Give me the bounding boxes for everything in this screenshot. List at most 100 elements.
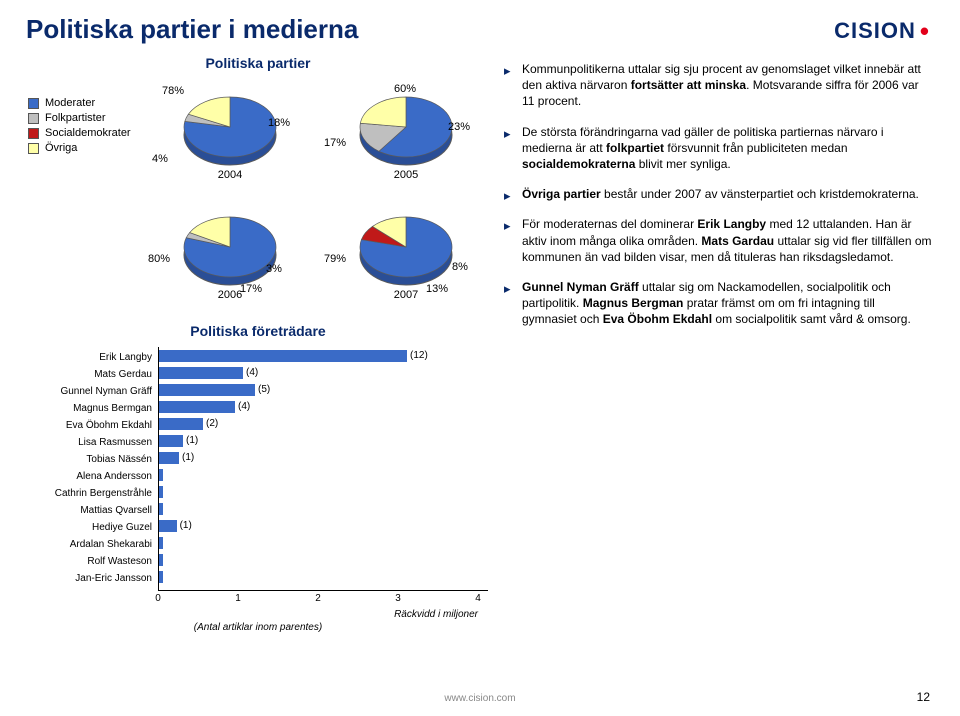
bar-row: (12) bbox=[159, 347, 488, 364]
legend-label: Folkpartister bbox=[45, 112, 106, 124]
bar-name-label: Lisa Rasmussen bbox=[28, 434, 152, 451]
bar-count-label: (1) bbox=[180, 520, 192, 531]
bar-row: (4) bbox=[159, 364, 488, 381]
bar-row: (2) bbox=[159, 415, 488, 432]
page-number: 12 bbox=[917, 690, 930, 704]
legend-label: Moderater bbox=[45, 97, 95, 109]
bar-name-axis: Erik LangbyMats GerdauGunnel Nyman Gräff… bbox=[28, 347, 152, 591]
bar-count-label: (1) bbox=[182, 452, 194, 463]
bullet-text-segment: Magnus Bergman bbox=[583, 296, 684, 310]
bar bbox=[159, 367, 243, 379]
bar-row: (5) bbox=[159, 381, 488, 398]
bar-count-label: (4) bbox=[238, 401, 250, 412]
pie-slice-label: 17% bbox=[324, 137, 346, 149]
bar-name-label: Magnus Bermgan bbox=[28, 400, 152, 417]
bullet-text-segment: om socialpolitik samt vård & omsorg. bbox=[712, 312, 911, 326]
bullet-text-segment: folkpartiet bbox=[606, 141, 664, 155]
bar-count-label: (1) bbox=[186, 435, 198, 446]
bar-row bbox=[159, 551, 488, 568]
bar bbox=[159, 418, 203, 430]
bar bbox=[159, 384, 255, 396]
xaxis-tick: 3 bbox=[395, 593, 401, 604]
pie-year-label: 2004 bbox=[148, 169, 312, 181]
pie-cell: 80%3%17%2006 bbox=[148, 197, 312, 315]
pie-year-label: 2006 bbox=[148, 289, 312, 301]
pies-section-title: Politiska partier bbox=[28, 55, 488, 71]
pie-slice-label: 17% bbox=[240, 283, 262, 295]
brand-logo: CISION • bbox=[834, 18, 930, 44]
xaxis-tick: 1 bbox=[235, 593, 241, 604]
pie-slice-label: 60% bbox=[394, 83, 416, 95]
bullet-text-segment: För moderaternas del dominerar bbox=[522, 217, 697, 231]
bar-count-label: (12) bbox=[410, 350, 428, 361]
bar-name-label: Mats Gerdau bbox=[28, 366, 152, 383]
bar-row: (1) bbox=[159, 432, 488, 449]
xaxis-tick: 0 bbox=[155, 593, 161, 604]
bar bbox=[159, 554, 163, 566]
pie-slice-label: 78% bbox=[162, 85, 184, 97]
bar-name-label: Mattias Qvarsell bbox=[28, 502, 152, 519]
bar-row bbox=[159, 483, 488, 500]
bar-row: (1) bbox=[159, 449, 488, 466]
bullet-text-segment: försvunnit från publiciteten medan bbox=[664, 141, 847, 155]
bullet-text-segment: socialdemokraterna bbox=[522, 157, 635, 171]
footer-url: www.cision.com bbox=[0, 693, 960, 704]
pie-chart bbox=[155, 197, 305, 291]
bullet-item: För moderaternas del dominerar Erik Lang… bbox=[504, 216, 932, 265]
bar bbox=[159, 520, 177, 532]
legend-swatch bbox=[28, 143, 39, 154]
pie-slice-label: 18% bbox=[268, 117, 290, 129]
bar-name-label: Cathrin Bergenstråhle bbox=[28, 485, 152, 502]
bar bbox=[159, 350, 407, 362]
pie-legend: Moderater Folkpartister Socialdemokrater Öv… bbox=[28, 77, 148, 315]
legend-item: Övriga bbox=[28, 142, 148, 154]
bar-xaxis-label: Räckvidd i miljoner bbox=[158, 609, 488, 620]
bar-chart: (12)(4)(5)(4)(2)(1)(1)(1) bbox=[158, 347, 488, 591]
logo-dot-icon: • bbox=[920, 22, 930, 40]
bar-name-label: Hediye Guzel bbox=[28, 519, 152, 536]
pie-cell: 79%8%13%2007 bbox=[324, 197, 488, 315]
paren-note: (Antal artiklar inom parentes) bbox=[28, 622, 488, 633]
bar bbox=[159, 503, 163, 515]
pie-slice-label: 23% bbox=[448, 121, 470, 133]
bars-section-title: Politiska företrädare bbox=[28, 323, 488, 339]
bar-row bbox=[159, 568, 488, 585]
bar-name-label: Rolf Wasteson bbox=[28, 553, 152, 570]
legend-item: Socialdemokrater bbox=[28, 127, 148, 139]
pie-slice-label: 79% bbox=[324, 253, 346, 265]
bullet-text-segment: Erik Langby bbox=[697, 217, 766, 231]
xaxis-tick: 2 bbox=[315, 593, 321, 604]
legend-swatch bbox=[28, 113, 39, 124]
bullet-item: De största förändringarna vad gäller de … bbox=[504, 124, 932, 173]
pie-cell: 60% 17% 23% 2005 bbox=[324, 77, 488, 195]
pie-slice-label: 8% bbox=[452, 261, 468, 273]
pie-slice-label: 80% bbox=[148, 253, 170, 265]
bullet-text-segment: fortsätter att minska bbox=[631, 78, 746, 92]
xaxis-tick: 4 bbox=[475, 593, 481, 604]
bullet-item: Kommunpolitikerna uttalar sig sju procen… bbox=[504, 61, 932, 110]
bar bbox=[159, 486, 163, 498]
legend-label: Övriga bbox=[45, 142, 77, 154]
page-title: Politiska partier i medierna bbox=[0, 0, 960, 45]
bar-name-label: Tobias Nässén bbox=[28, 451, 152, 468]
bar-row: (4) bbox=[159, 398, 488, 415]
bar-row: (1) bbox=[159, 517, 488, 534]
pie-chart bbox=[331, 197, 481, 291]
bullet-text-segment: blivit mer synliga. bbox=[635, 157, 730, 171]
bar bbox=[159, 537, 163, 549]
pie-year-label: 2005 bbox=[324, 169, 488, 181]
bar-x-axis: 0 1 2 3 4 bbox=[158, 591, 478, 609]
bar bbox=[159, 452, 179, 464]
bar-count-label: (5) bbox=[258, 384, 270, 395]
legend-swatch bbox=[28, 98, 39, 109]
bar bbox=[159, 469, 163, 481]
bullet-text-segment: Eva Öbohm Ekdahl bbox=[603, 312, 712, 326]
bar-row bbox=[159, 466, 488, 483]
bullet-list: Kommunpolitikerna uttalar sig sju procen… bbox=[504, 61, 932, 327]
bar-count-label: (2) bbox=[206, 418, 218, 429]
pie-year-label: 2007 bbox=[324, 289, 488, 301]
legend-item: Folkpartister bbox=[28, 112, 148, 124]
bar bbox=[159, 571, 163, 583]
bar-count-label: (4) bbox=[246, 367, 258, 378]
bar bbox=[159, 435, 183, 447]
